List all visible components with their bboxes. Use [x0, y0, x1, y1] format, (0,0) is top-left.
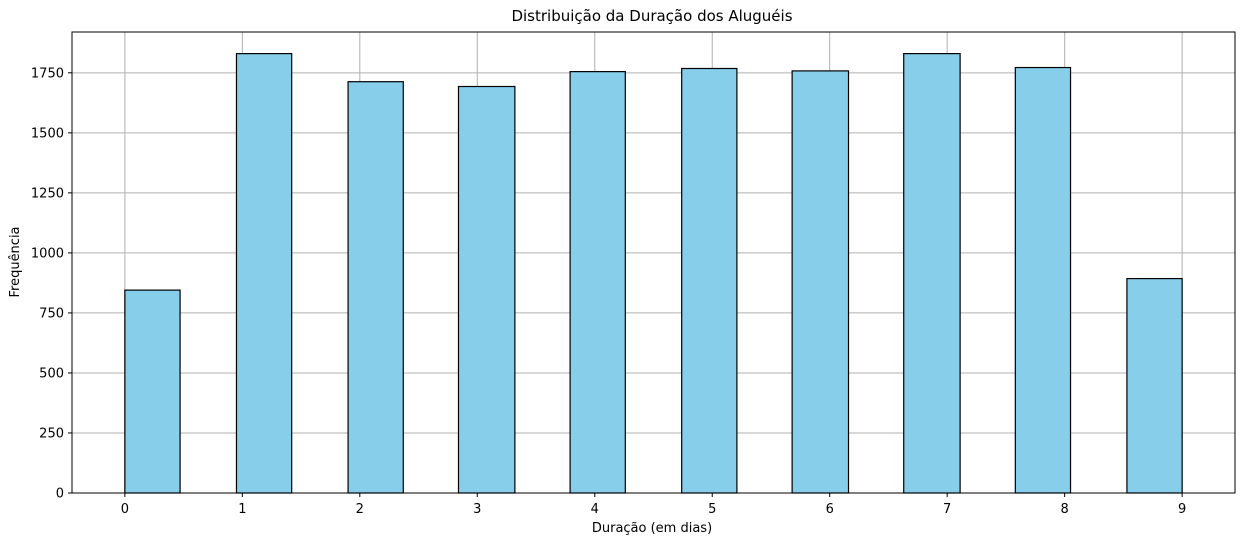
chart-title: Distribuição da Duração dos Aluguéis: [511, 7, 792, 25]
y-axis-label: Frequência: [8, 226, 23, 297]
x-axis-label: Duração (em dias): [592, 521, 712, 536]
y-tick-label: 1250: [31, 186, 64, 201]
bars: [124, 53, 1183, 494]
x-tick-label: 5: [708, 502, 716, 517]
x-tick-label: 2: [356, 502, 364, 517]
y-tick-label: 250: [39, 426, 64, 441]
y-tick-label: 750: [39, 306, 64, 321]
y-tick-label: 1000: [31, 246, 64, 261]
y-tick-label: 0: [56, 487, 64, 502]
histogram-bar: [791, 70, 850, 494]
x-tick-label: 0: [121, 502, 129, 517]
y-axis: 0 250 500 750 1000 1250 1500 1750: [31, 66, 72, 502]
x-tick-label: 9: [1178, 502, 1186, 517]
plot-frame: [71, 31, 1236, 494]
histogram-bar: [1126, 277, 1183, 494]
y-tick-label: 500: [39, 366, 64, 381]
histogram-bar: [569, 71, 626, 494]
x-tick-label: 3: [473, 502, 481, 517]
x-axis: 0 1 2 3 4 5 6 7 8 9: [121, 493, 1186, 517]
histogram-bar: [681, 67, 738, 494]
histogram-bar: [235, 53, 293, 494]
histogram-bar: [457, 85, 516, 494]
x-tick-label: 7: [943, 502, 951, 517]
histogram-bar: [903, 53, 961, 494]
x-tick-label: 4: [591, 502, 599, 517]
histogram-bar: [347, 81, 404, 494]
x-tick-label: 1: [238, 502, 246, 517]
histogram-bar: [1014, 66, 1072, 494]
x-tick-label: 8: [1061, 502, 1069, 517]
y-tick-label: 1500: [31, 126, 64, 141]
x-tick-label: 6: [826, 502, 834, 517]
y-tick-label: 1750: [31, 66, 64, 81]
histogram-bar: [124, 289, 181, 494]
